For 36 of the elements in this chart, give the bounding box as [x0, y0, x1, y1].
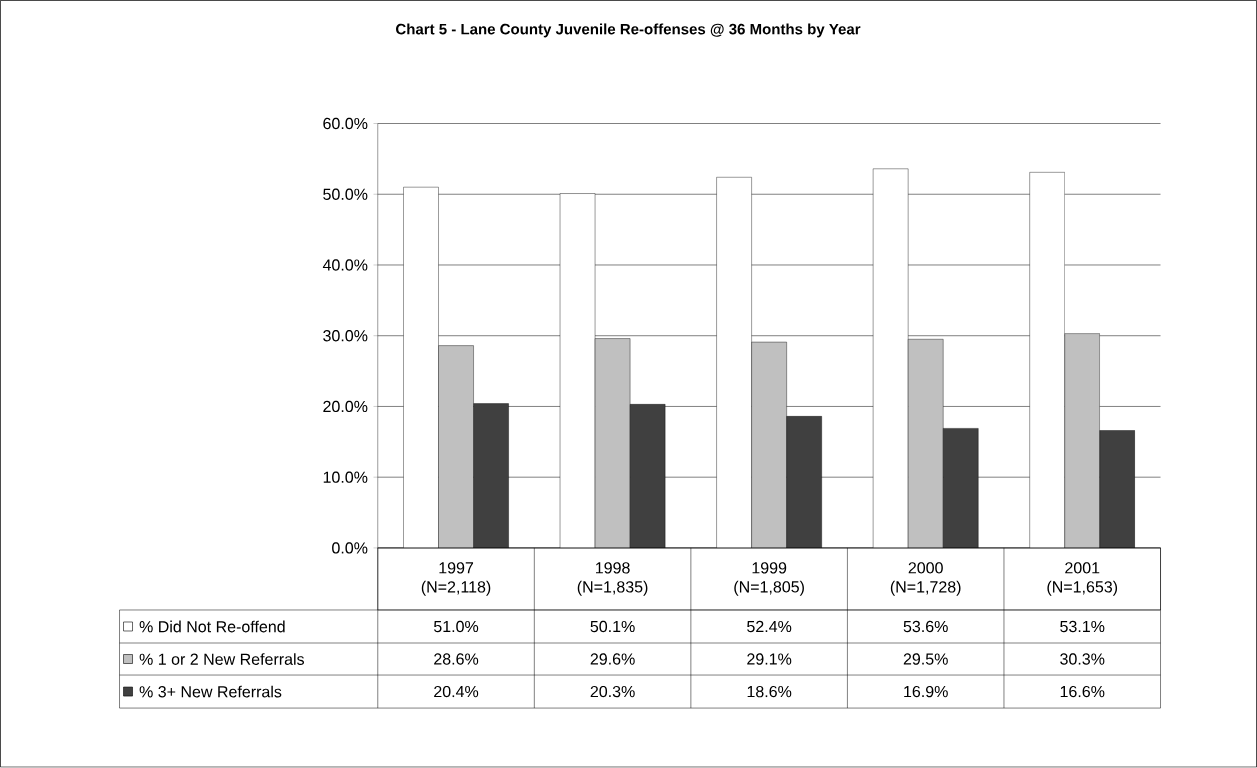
- data-label: 53.6%: [903, 621, 948, 633]
- data-label: 53.1%: [1060, 621, 1105, 633]
- data-label: 29.6%: [590, 653, 635, 665]
- data-label: 29.1%: [747, 653, 792, 665]
- data-label: 18.6%: [747, 686, 792, 698]
- x-tick-label: 2001 (N=1,653): [1047, 562, 1118, 596]
- data-label: 20.3%: [590, 686, 635, 698]
- y-tick-label: 0.0%: [332, 542, 368, 554]
- y-tick-label: 10.0%: [323, 471, 368, 484]
- bar: [751, 342, 787, 549]
- data-label: 20.4%: [434, 686, 479, 698]
- bar: [438, 345, 474, 549]
- data-label: 16.9%: [904, 686, 948, 698]
- data-label: 52.4%: [747, 621, 792, 633]
- x-tick-label: 1997 (N=2,118): [421, 562, 491, 596]
- data-label: 50.1%: [590, 621, 635, 633]
- data-label: 30.3%: [1060, 653, 1105, 665]
- y-tick-label: 40.0%: [322, 259, 368, 271]
- x-tick-label: 1999 (N=1,805): [734, 562, 804, 596]
- y-tick-label: 60.0%: [323, 118, 368, 130]
- y-tick-label: 20.0%: [323, 401, 368, 413]
- x-tick-label: 2000 (N=1,728): [890, 562, 961, 596]
- bar: [594, 338, 631, 549]
- data-label: 51.0%: [433, 621, 479, 633]
- legend-label: % 3+ New Referrals: [139, 685, 282, 698]
- y-tick-label: 30.0%: [323, 330, 368, 342]
- legend-label: % 1 or 2 New Referrals: [139, 653, 304, 666]
- bar: [907, 339, 944, 549]
- chart-title: Chart 5 - Lane County Juvenile Re-offenses @ 36 Months by Year: [396, 23, 861, 38]
- data-label: 28.6%: [434, 653, 479, 665]
- data-label: 16.6%: [1060, 686, 1105, 698]
- x-tick-label: 1998 (N=1,835): [577, 562, 648, 596]
- y-tick-label: 50.0%: [323, 188, 368, 201]
- data-label: 29.5%: [903, 653, 948, 665]
- bar: [1064, 333, 1100, 549]
- legend-label: % Did Not Re-offend: [139, 620, 285, 633]
